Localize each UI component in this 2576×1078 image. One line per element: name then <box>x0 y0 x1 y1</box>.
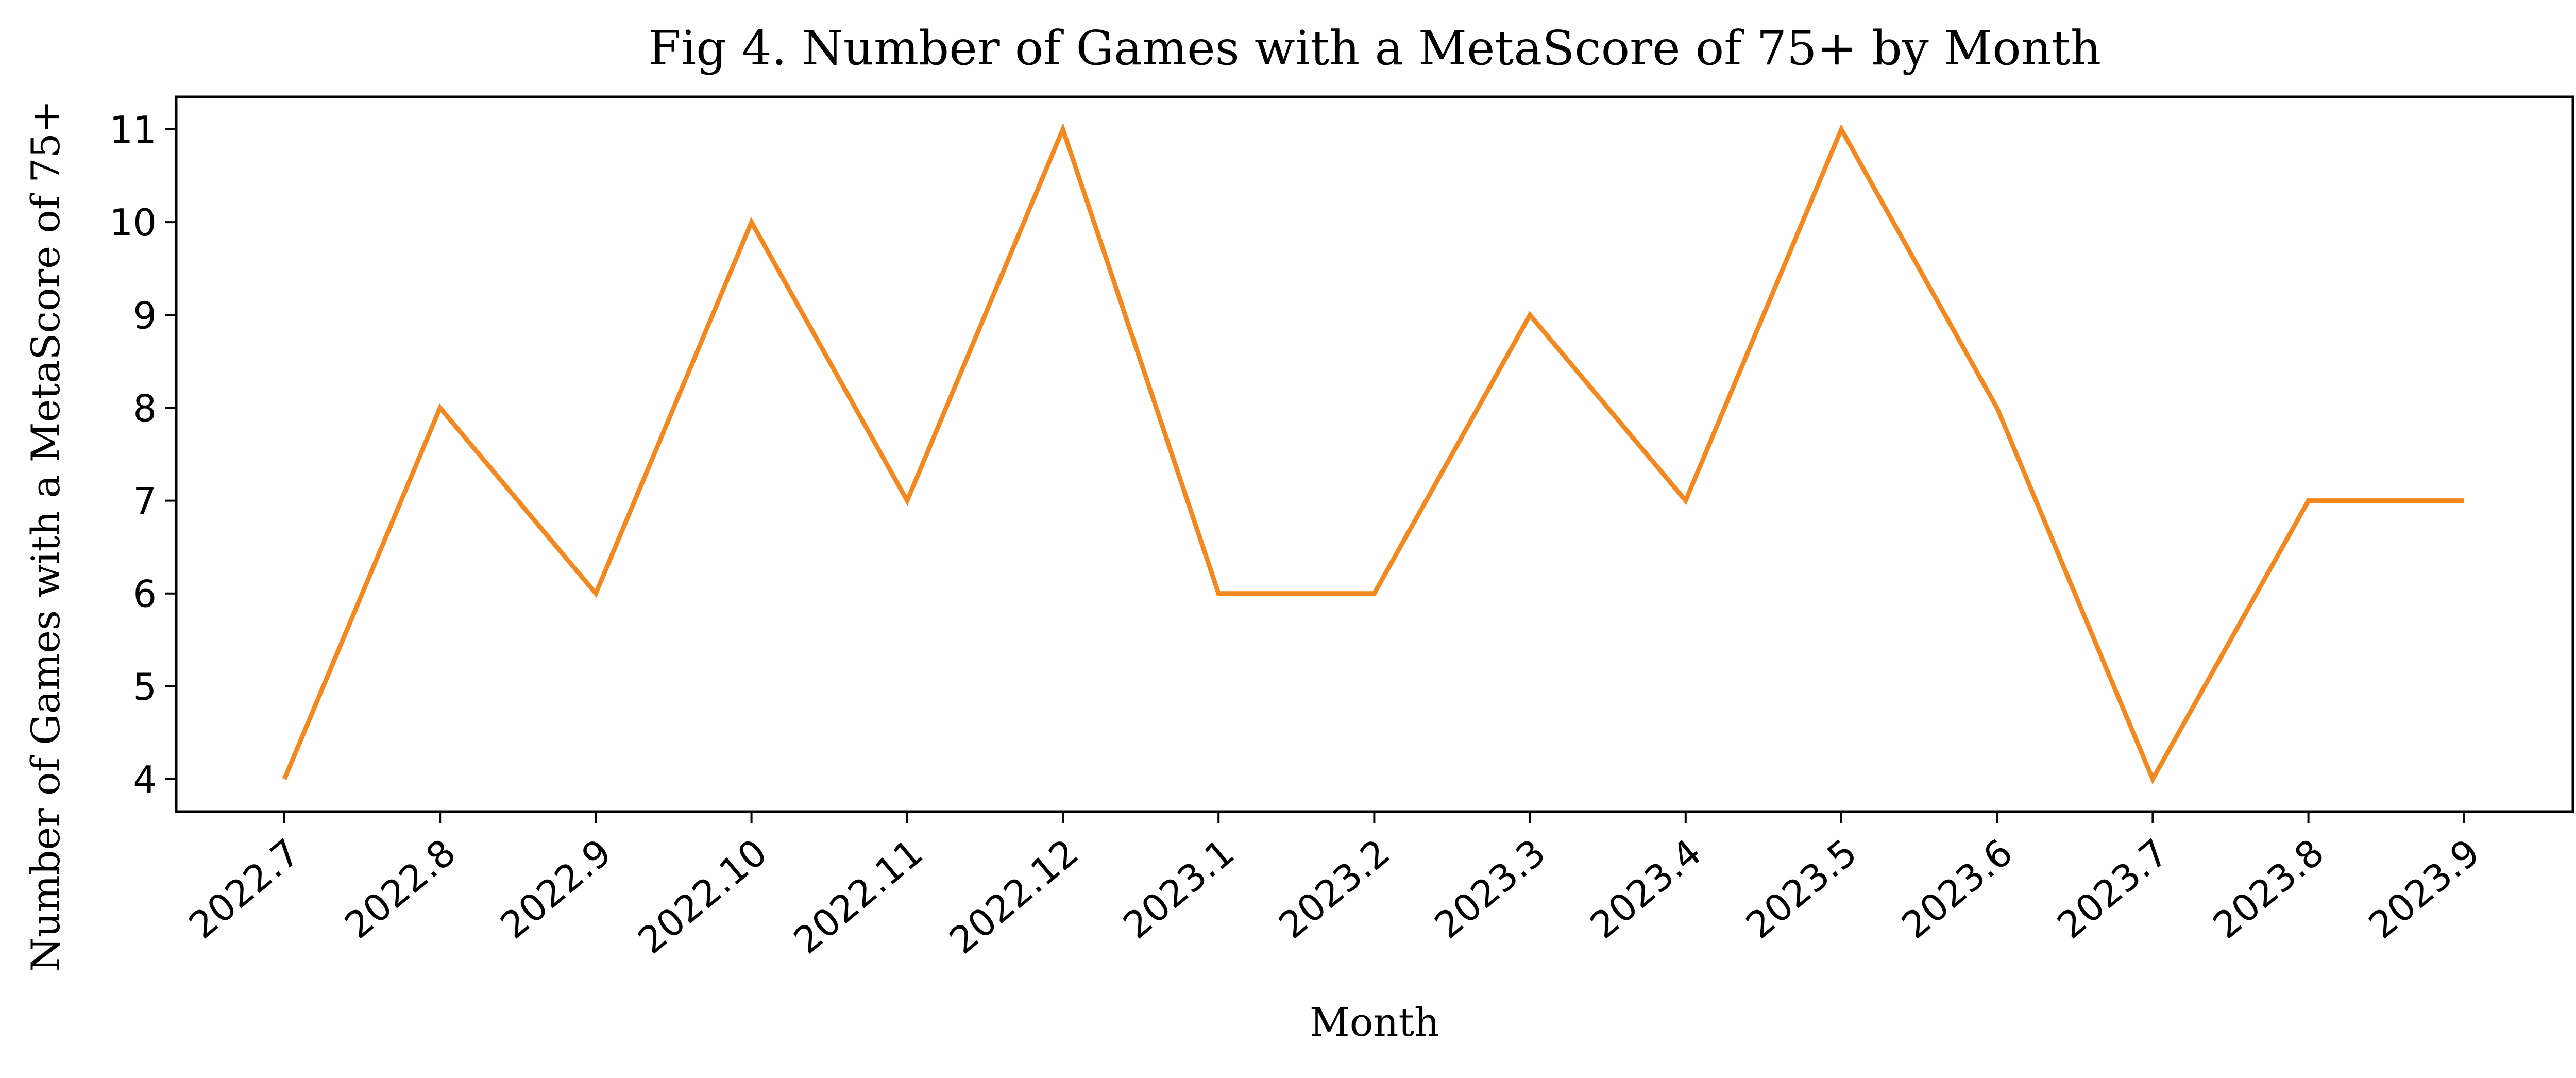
x-tick-label: 2023.5 <box>1738 831 1865 947</box>
x-axis-label: Month <box>1310 999 1439 1045</box>
x-tick-label: 2023.9 <box>2361 831 2488 947</box>
x-tick-label: 2022.10 <box>630 831 775 963</box>
x-tick-label: 2022.7 <box>181 831 308 947</box>
x-tick-label: 2022.11 <box>786 831 931 963</box>
y-tick-label: 10 <box>109 201 157 244</box>
y-tick-label: 8 <box>133 386 157 430</box>
x-tick-label: 2022.9 <box>492 831 619 947</box>
x-tick-label: 2023.7 <box>2049 831 2176 947</box>
x-tick-label: 2022.12 <box>941 831 1087 963</box>
plot-frame <box>175 95 2574 813</box>
x-tick-label: 2023.6 <box>1893 831 2021 947</box>
chart-title: Fig 4. Number of Games with a MetaScore … <box>648 21 2101 76</box>
x-tick-label: 2023.8 <box>2205 831 2332 947</box>
x-tick-label: 2023.2 <box>1270 831 1398 947</box>
y-tick-label: 6 <box>133 572 157 616</box>
y-tick-label: 4 <box>133 758 157 801</box>
x-tick-label: 2022.8 <box>336 831 464 947</box>
y-tick-label: 7 <box>133 480 157 523</box>
x-tick-label: 2023.4 <box>1582 831 1709 947</box>
y-tick-label: 11 <box>109 108 157 151</box>
series-layer <box>282 123 2464 785</box>
y-tick-label: 9 <box>133 294 157 337</box>
series-line <box>282 123 2464 785</box>
y-tick-label: 5 <box>133 665 157 709</box>
x-tick-label: 2023.1 <box>1115 831 1242 947</box>
y-axis-label: Number of Games with a MetaScore of 75+ <box>23 100 69 971</box>
x-tick-label: 2023.3 <box>1427 831 1554 947</box>
